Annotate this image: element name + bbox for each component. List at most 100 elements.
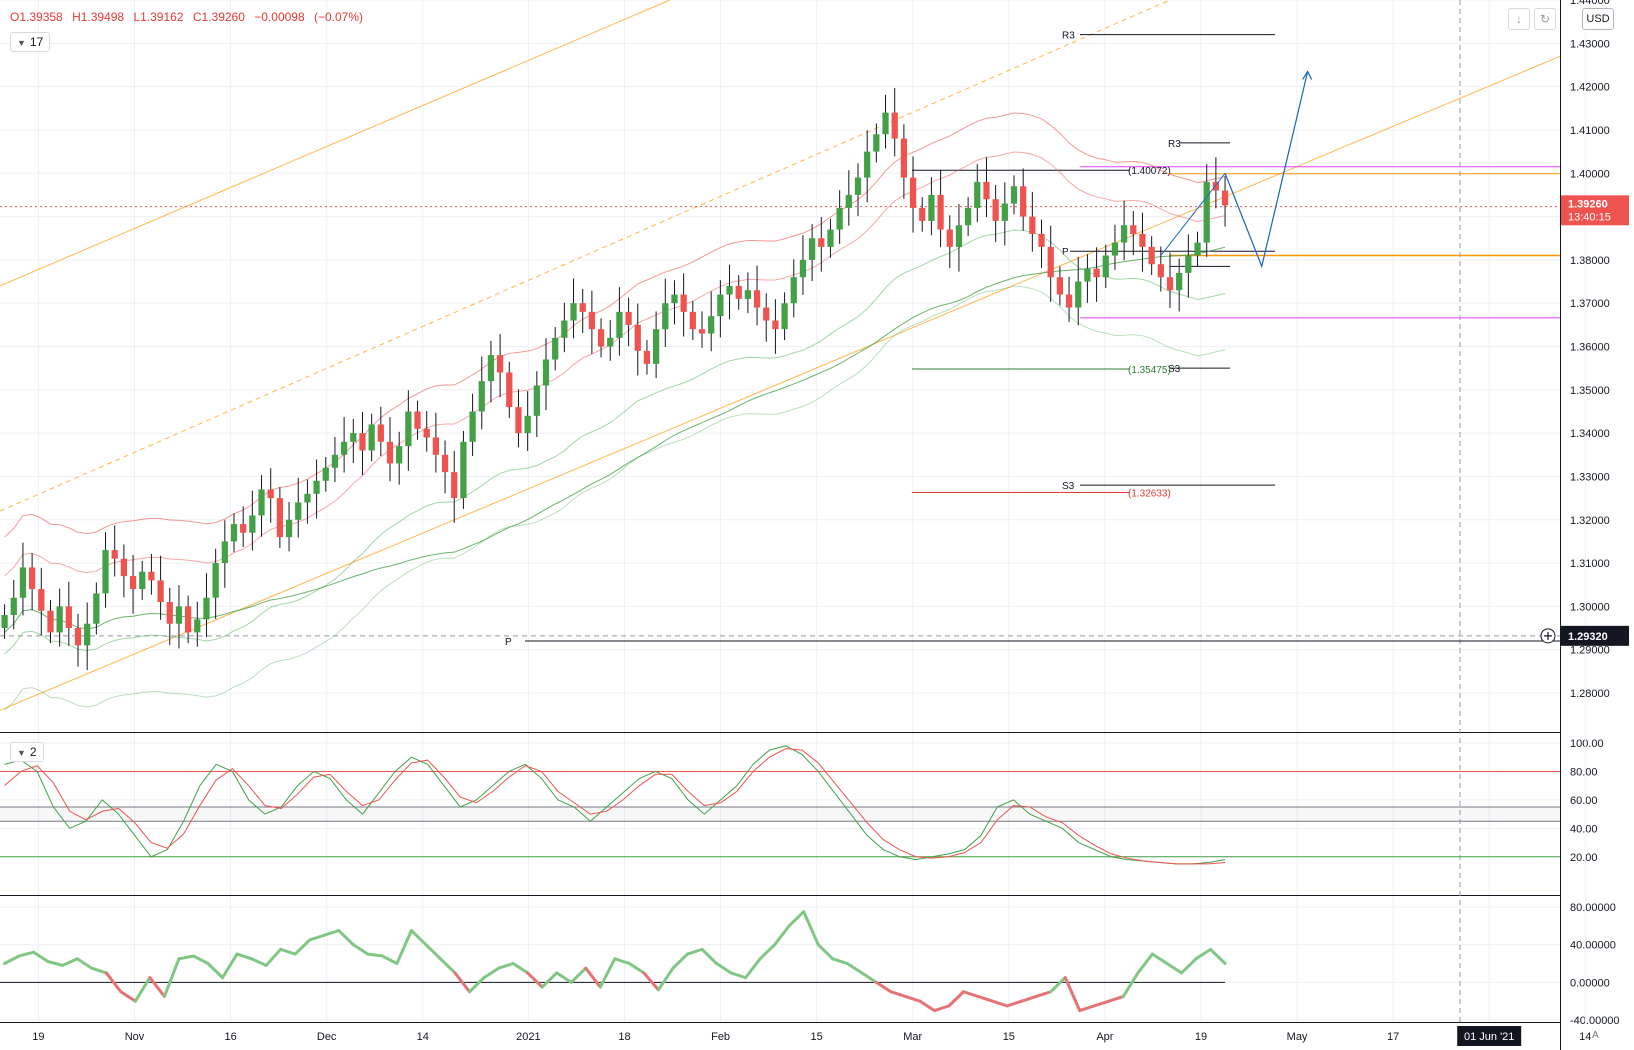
candle-body	[166, 602, 173, 624]
osc-segment	[235, 952, 254, 961]
osc-segment	[1005, 999, 1024, 1008]
candle-body	[1221, 190, 1229, 206]
osc-segment	[322, 929, 341, 937]
osc-segment	[700, 947, 719, 965]
pivot-label: P	[1062, 247, 1069, 258]
ohlc-open: O1.39358	[10, 10, 63, 24]
candle-body	[1176, 272, 1183, 291]
y-tick-label: 100.00	[1570, 738, 1604, 750]
y-tick-label: 1.43000	[1570, 38, 1610, 50]
candle-body	[47, 610, 54, 633]
osc-segment	[671, 952, 689, 970]
osc-segment	[787, 910, 806, 928]
osc-segment	[569, 966, 588, 984]
candle-body	[937, 194, 944, 230]
osc-segment	[903, 994, 922, 1003]
candle-body	[625, 311, 632, 325]
osc-segment	[380, 954, 399, 965]
osc-segment	[148, 976, 166, 998]
candle-body	[1, 615, 8, 629]
candle-body	[377, 424, 384, 442]
candle-body	[203, 597, 210, 620]
ohlc-close: C1.39260	[192, 10, 245, 24]
candle-body	[781, 303, 788, 330]
osc-segment	[918, 999, 936, 1013]
candle-body	[1093, 268, 1100, 278]
forecast-leg	[1160, 172, 1226, 256]
osc-segment	[802, 910, 820, 947]
osc-segment	[90, 966, 108, 975]
candle-body	[827, 229, 834, 247]
osc-segment	[1078, 1004, 1096, 1013]
candle-body	[1166, 277, 1174, 291]
osc-segment	[1121, 971, 1140, 998]
currency-button[interactable]: USD	[1582, 8, 1614, 30]
plus-icon-glyph	[1544, 631, 1552, 640]
candle-body	[129, 576, 137, 590]
pivot-label: R3	[1062, 31, 1075, 42]
refresh-icon[interactable]: ↻	[1534, 8, 1556, 30]
osc-segment	[816, 943, 835, 961]
price-marker-value: 1.39260	[1568, 198, 1608, 210]
x-tick-label: 2021	[516, 1031, 540, 1043]
y-tick-label: 1.33000	[1570, 471, 1610, 483]
osc-segment	[133, 976, 152, 1003]
candle-body	[331, 454, 339, 468]
candle-body	[1130, 225, 1137, 234]
candle-body	[1157, 264, 1164, 278]
osc-segment	[75, 957, 94, 970]
osc-segment	[1034, 990, 1053, 998]
indicator-badge-main[interactable]: ▼ 17	[10, 32, 51, 52]
osc-segment	[250, 957, 268, 967]
osc-segment	[831, 957, 849, 965]
osc-segment	[1150, 952, 1169, 965]
y-tick-label: 1.38000	[1570, 255, 1610, 267]
candle-body	[561, 320, 568, 338]
candle-body	[359, 433, 366, 451]
y-tick-label: 1.40000	[1570, 168, 1610, 180]
candle-body	[983, 181, 990, 200]
candle-body	[258, 489, 265, 516]
osc-segment	[497, 962, 515, 970]
osc-segment	[482, 966, 501, 980]
candle-body	[808, 238, 816, 260]
auto-scale-button[interactable]: A	[1592, 1030, 1599, 1041]
osc-segment	[279, 947, 297, 956]
osc-segment	[845, 962, 864, 975]
candle-body	[304, 493, 311, 503]
indicator-badge-stochastic[interactable]: ▼ 2	[10, 742, 44, 762]
candle-body	[249, 515, 256, 533]
candle-body	[120, 558, 128, 577]
candle-body	[28, 567, 36, 590]
candle-body	[570, 303, 577, 321]
arrow-down-icon[interactable]: ↓	[1508, 8, 1530, 30]
osc-segment	[1179, 957, 1198, 975]
candle-body	[221, 541, 228, 564]
y-tick-label: 1.37000	[1570, 298, 1610, 310]
osc-segment	[598, 957, 617, 989]
candle-body	[955, 225, 963, 247]
candle-body	[212, 563, 219, 598]
osc-segment	[627, 962, 646, 975]
trend-channel-lower	[0, 55, 1561, 711]
x-tick-label: Feb	[711, 1031, 730, 1043]
osc-segment	[104, 971, 123, 994]
candle-body	[1102, 255, 1109, 278]
x-tick-label: 17	[1387, 1031, 1399, 1043]
osc-segment	[584, 966, 602, 989]
candle-body	[175, 606, 183, 624]
y-tick-label: 60.00	[1570, 795, 1598, 807]
envelope-upper	[4, 112, 1226, 538]
y-tick-label: 1.29000	[1570, 645, 1610, 657]
x-tick-label: Nov	[125, 1031, 145, 1043]
candle-body	[882, 112, 889, 135]
price-marker	[1561, 195, 1629, 226]
candle-body	[368, 424, 375, 451]
osc-segment	[511, 962, 530, 975]
osc-segment	[744, 957, 762, 980]
candle-body	[689, 311, 696, 330]
candle-body	[19, 567, 27, 598]
crosshair-price-marker	[1561, 625, 1629, 646]
candle-body	[726, 285, 733, 295]
